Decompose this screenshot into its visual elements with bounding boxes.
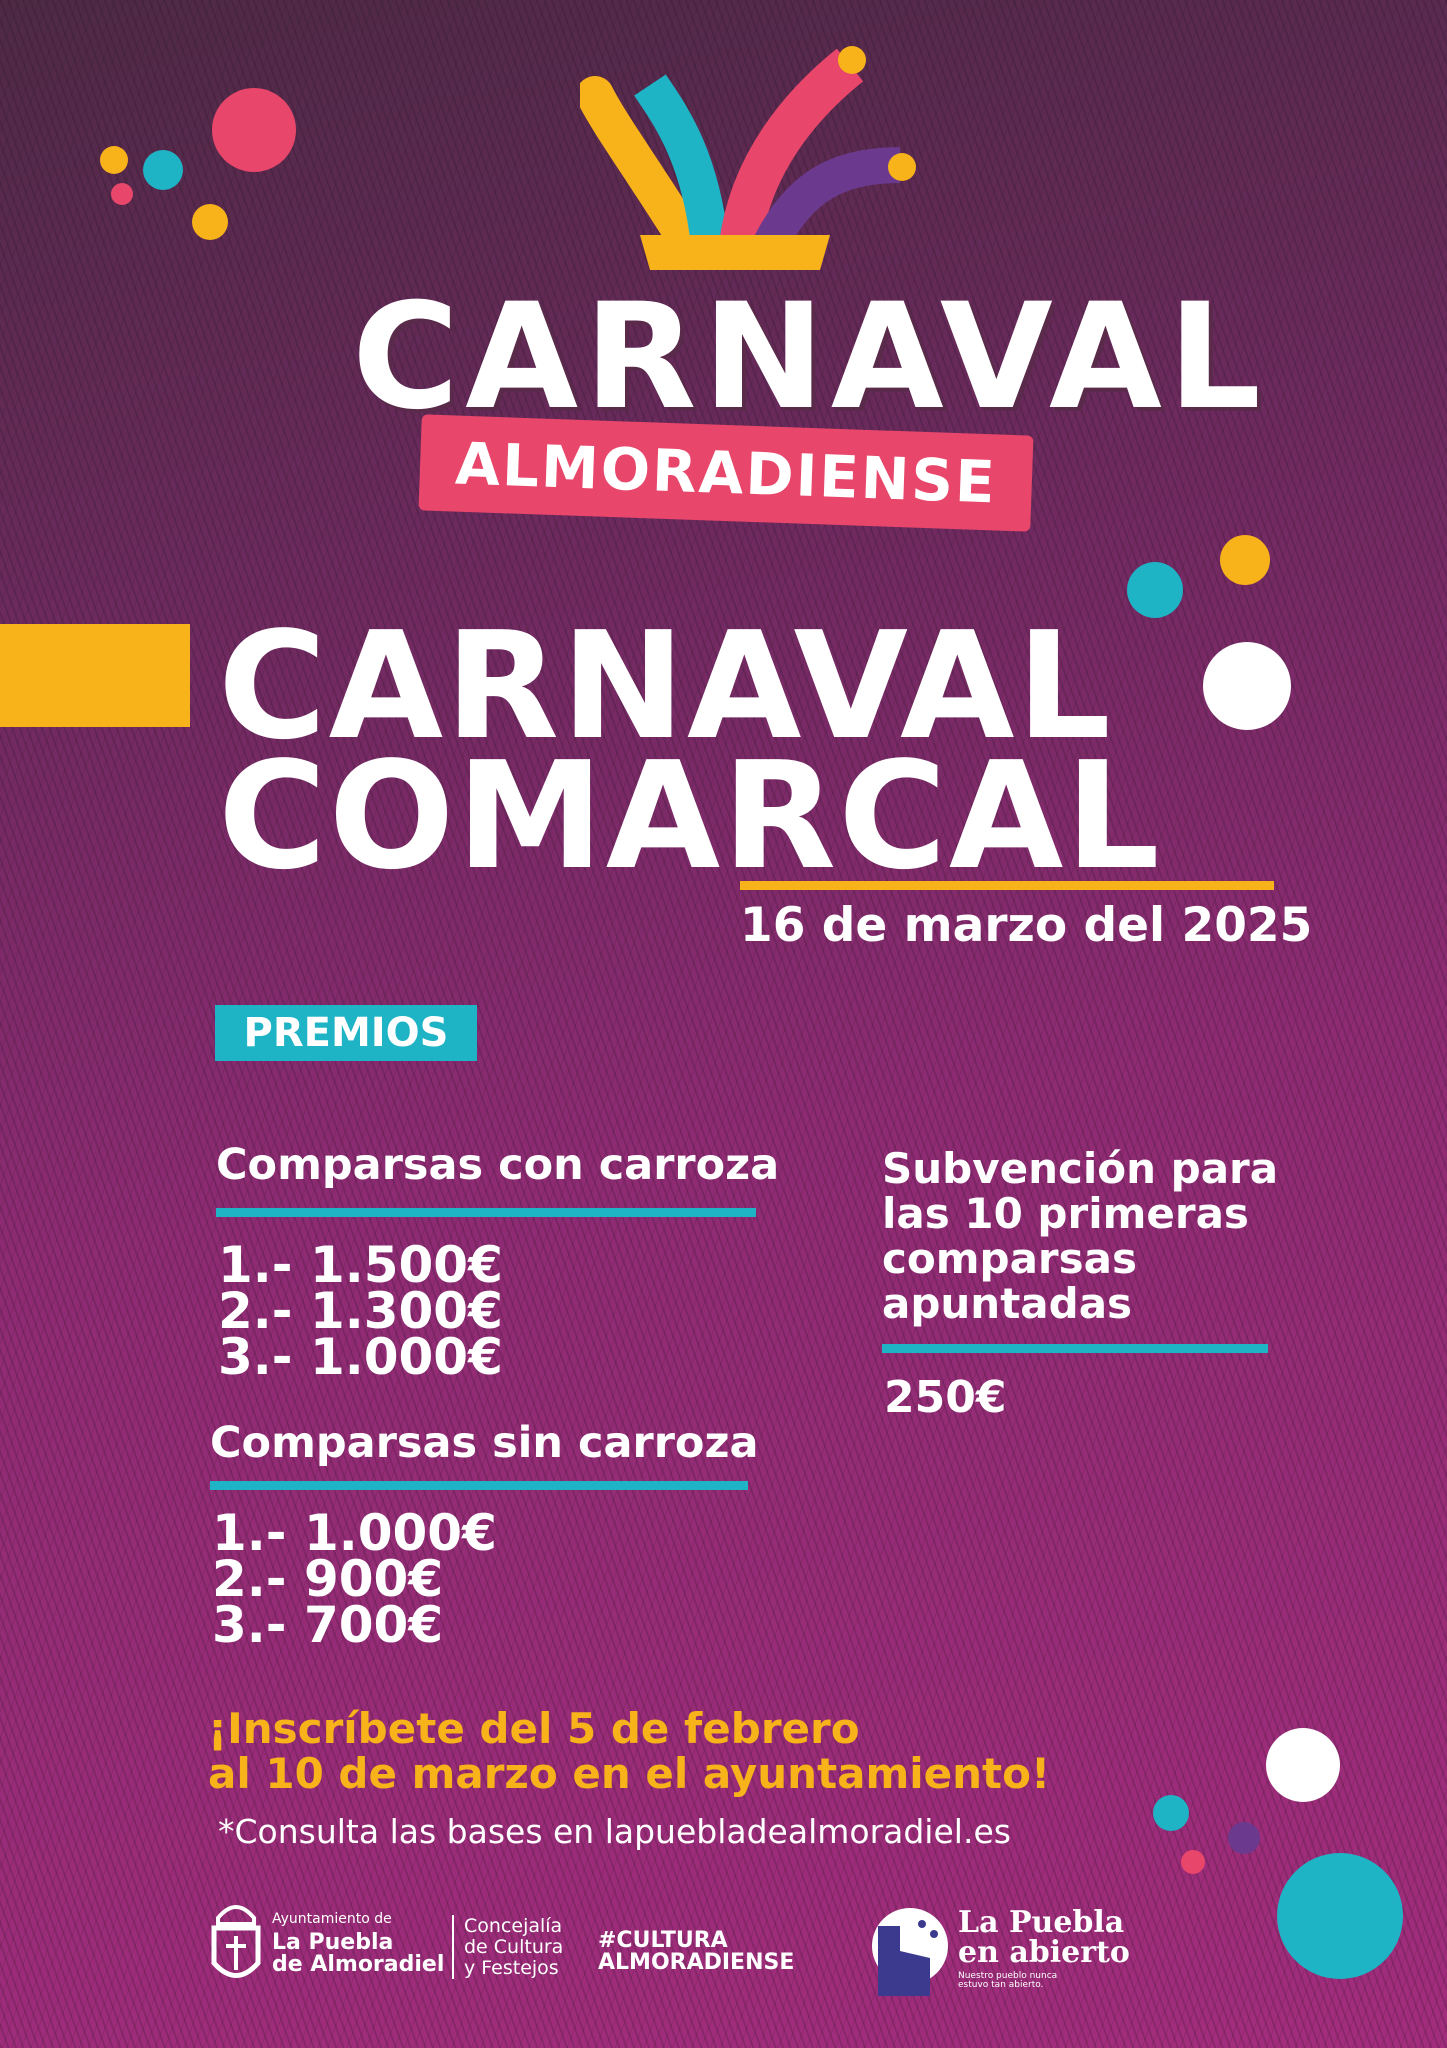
- brand-line1: La Puebla: [958, 1905, 1125, 1940]
- hashtag-logo: #CULTURA ALMORADIENSE: [598, 1930, 794, 1974]
- accent-bar: [0, 624, 190, 727]
- jester-hat-icon: [580, 46, 916, 270]
- prize-item: 3.- 700€: [212, 1596, 444, 1654]
- without-float-divider: [210, 1481, 748, 1490]
- ayuntamiento-line1: La Puebla: [272, 1930, 394, 1955]
- coat-of-arms-icon: [211, 1905, 261, 1978]
- confetti-dot: [1228, 1822, 1260, 1854]
- logo-banner: ALMORADIENSE: [418, 414, 1034, 532]
- subsidy-heading: Subvención para las 10 primeras comparsa…: [882, 1146, 1278, 1326]
- logo-title: CARNAVAL: [352, 272, 1267, 442]
- subsidy-divider: [882, 1344, 1268, 1353]
- with-float-heading: Comparsas con carroza: [216, 1140, 780, 1190]
- brand-tagline: Nuestro pueblo nunca: [958, 1971, 1058, 1981]
- confetti-dot: [1266, 1728, 1340, 1802]
- brand-line2: en abierto: [958, 1935, 1130, 1970]
- ayuntamiento-line2: de Almoradiel: [272, 1952, 445, 1977]
- with-float-list: 1.- 1.500€ 2.- 1.300€ 3.- 1.000€: [218, 1236, 503, 1386]
- concejalia-logo: Concejalía de Cultura y Festejos: [464, 1916, 563, 1979]
- without-float-heading: Comparsas sin carroza: [210, 1418, 759, 1468]
- without-float-list: 1.- 1.000€ 2.- 900€ 3.- 700€: [212, 1504, 497, 1654]
- hashtag-line: #CULTURA: [598, 1928, 728, 1953]
- confetti-dot: [192, 204, 228, 240]
- subsidy-line: las 10 primeras: [882, 1189, 1249, 1238]
- event-title-line2: COMARCAL: [218, 730, 1162, 902]
- prize-item: 2.- 1.300€: [218, 1282, 503, 1340]
- registration-line2: al 10 de marzo en el ayuntamiento!: [208, 1749, 1051, 1798]
- event-title-line1: CARNAVAL: [218, 600, 1113, 772]
- subsidy-line: comparsas: [882, 1234, 1137, 1283]
- ayuntamiento-logo: Ayuntamiento de La Puebla de Almoradiel: [272, 1912, 444, 1976]
- prize-item: 1.- 1.000€: [212, 1504, 497, 1562]
- concejalia-line: Concejalía: [464, 1915, 563, 1937]
- prize-item: 2.- 900€: [212, 1550, 444, 1608]
- subsidy-amount: 250€: [884, 1372, 1007, 1423]
- logo-banner-text: ALMORADIENSE: [454, 429, 998, 517]
- prize-item: 1.- 1.500€: [218, 1236, 503, 1294]
- subsidy-line: apuntadas: [882, 1279, 1133, 1328]
- footer-divider: [452, 1915, 454, 1979]
- confetti-dot: [1203, 642, 1291, 730]
- confetti-dot: [1181, 1850, 1205, 1874]
- la-puebla-en-abierto-icon: [872, 1908, 948, 1996]
- confetti-dot: [1127, 562, 1183, 618]
- concejalia-line: de Cultura: [464, 1936, 564, 1958]
- confetti-dot: [212, 88, 296, 172]
- confetti-dot: [100, 146, 128, 174]
- confetti-dot: [111, 183, 133, 205]
- confetti-dot: [1277, 1853, 1403, 1979]
- confetti-dot: [143, 150, 183, 190]
- with-float-divider: [216, 1208, 756, 1217]
- date-divider: [740, 881, 1274, 890]
- registration-note: *Consulta las bases en lapuebladealmorad…: [218, 1812, 1011, 1851]
- premios-label: PREMIOS: [243, 1010, 449, 1056]
- confetti-dot: [1153, 1795, 1189, 1831]
- ayuntamiento-small: Ayuntamiento de: [272, 1911, 392, 1927]
- registration-text: ¡Inscríbete del 5 de febrero al 10 de ma…: [208, 1706, 1050, 1796]
- confetti-dot: [1220, 535, 1270, 585]
- hashtag-line: ALMORADIENSE: [598, 1950, 795, 1975]
- brand-tagline: estuvo tan abierto.: [958, 1980, 1044, 1990]
- registration-line1: ¡Inscríbete del 5 de febrero: [208, 1704, 860, 1753]
- concejalia-line: y Festejos: [464, 1957, 559, 1979]
- subsidy-line: Subvención para: [882, 1144, 1279, 1193]
- event-date: 16 de marzo del 2025: [740, 898, 1313, 953]
- prize-item: 3.- 1.000€: [218, 1328, 503, 1386]
- brand-logo: La Puebla en abierto Nuestro pueblo nunc…: [958, 1908, 1130, 1990]
- premios-badge: PREMIOS: [215, 1005, 477, 1061]
